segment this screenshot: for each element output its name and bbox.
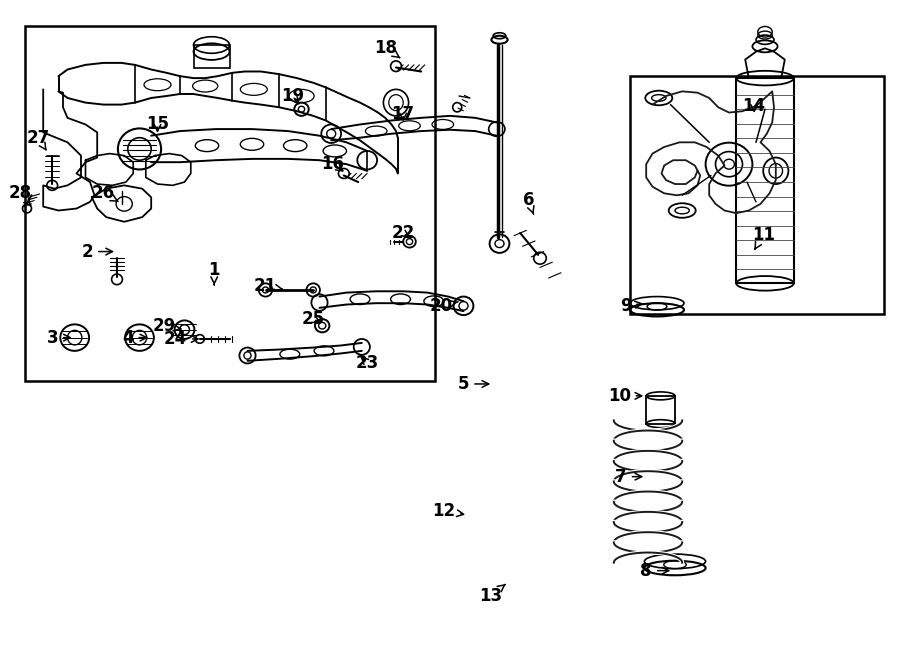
Text: 19: 19 [281,87,304,105]
Text: 28: 28 [8,184,32,205]
Bar [25,26,435,381]
Text: 14: 14 [742,97,766,115]
Text: 7: 7 [616,467,642,486]
Text: 17: 17 [392,105,415,123]
Text: 24: 24 [164,330,198,348]
Text: 1: 1 [209,261,220,285]
Text: 8: 8 [641,561,669,580]
Bar [194,45,230,68]
Text: 11: 11 [752,226,775,250]
Text: 26: 26 [92,184,118,203]
Text: 6: 6 [523,191,534,214]
Text: 12: 12 [432,502,464,520]
Text: 16: 16 [321,155,345,173]
Bar [736,78,794,283]
Text: 9: 9 [620,297,642,315]
Bar [646,396,675,424]
Text: 15: 15 [146,115,169,134]
Text: 20: 20 [429,297,458,315]
Text: 13: 13 [479,585,505,605]
Text: 21: 21 [254,277,283,295]
Text: 5: 5 [458,375,489,393]
Text: 10: 10 [608,387,642,405]
Text: 23: 23 [356,354,379,372]
Text: 18: 18 [374,38,400,58]
Text: 3: 3 [47,328,70,347]
Text: 25: 25 [302,310,325,328]
Text: 4: 4 [122,328,147,347]
Text: 27: 27 [26,128,50,150]
Text: 22: 22 [392,224,415,242]
Bar [630,76,884,314]
Text: 2: 2 [82,242,112,261]
Text: 29: 29 [152,316,181,335]
